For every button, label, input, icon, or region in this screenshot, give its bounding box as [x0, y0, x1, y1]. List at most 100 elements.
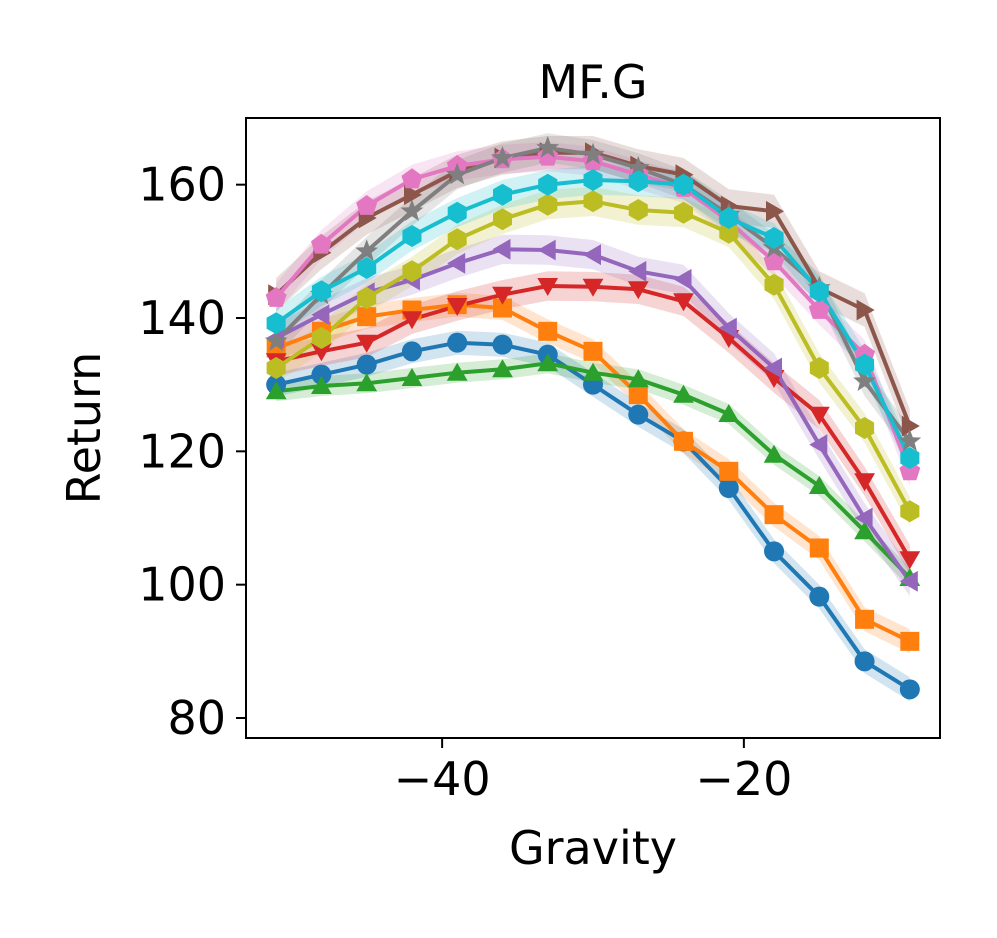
data-point-hexagon: [809, 357, 829, 379]
data-point-triangle-left: [537, 239, 556, 261]
x-axis-label: Gravity: [509, 821, 677, 875]
data-point-hexagon: [538, 173, 558, 196]
data-point-hexagon: [674, 201, 693, 224]
data-point-star: [581, 142, 605, 165]
data-point-triangle-up: [311, 376, 332, 394]
data-point-circle: [628, 404, 649, 425]
data-point-triangle-down: [537, 278, 559, 296]
data-point-pentagon: [808, 299, 830, 319]
data-point-square: [492, 298, 512, 318]
data-point-square: [357, 307, 377, 327]
data-point-circle: [311, 364, 332, 385]
data-point-triangle-left: [854, 507, 873, 529]
data-point-square: [764, 505, 784, 525]
data-point-star: [853, 369, 876, 391]
data-point-circle: [899, 679, 920, 700]
data-point-square: [900, 631, 920, 651]
data-point-hexagon: [538, 193, 558, 216]
data-point-square: [628, 385, 648, 405]
data-point-triangle-down: [627, 281, 649, 300]
data-point-pentagon: [356, 195, 378, 215]
data-point-triangle-left: [673, 268, 692, 290]
data-point-hexagon: [493, 183, 512, 206]
data-point-hexagon: [493, 208, 512, 231]
data-point-hexagon: [402, 225, 422, 247]
data-point-triangle-up: [763, 444, 785, 463]
y-axis-label: Return: [57, 352, 111, 505]
data-point-star: [264, 329, 288, 351]
data-point-triangle-down: [808, 406, 830, 425]
data-point-triangle-down: [582, 278, 604, 297]
data-point-triangle-left: [718, 317, 737, 339]
data-point-pentagon: [537, 145, 559, 166]
data-point-triangle-up: [627, 369, 649, 388]
data-point-hexagon: [764, 273, 784, 296]
data-point-triangle-down: [899, 551, 921, 570]
data-point-circle: [356, 354, 377, 375]
data-point-triangle-left: [583, 244, 601, 266]
data-point-triangle-left: [899, 570, 918, 592]
x-axis-ticks: −40 −20: [394, 738, 792, 806]
data-point-triangle-left: [764, 357, 782, 379]
data-point-hexagon: [628, 170, 648, 193]
data-point-hexagon: [900, 500, 920, 523]
data-point-triangle-left: [628, 260, 647, 282]
data-point-triangle-down: [356, 334, 378, 353]
data-point-hexagon: [583, 190, 603, 213]
data-point-star: [626, 156, 650, 178]
data-point-triangle-up: [446, 362, 468, 381]
data-point-hexagon: [447, 228, 467, 251]
data-point-square: [809, 538, 829, 558]
data-point-triangle-up: [808, 476, 830, 494]
data-point-hexagon: [266, 357, 286, 379]
y-tick-label: 100: [138, 558, 226, 612]
data-point-triangle-up: [582, 362, 604, 381]
y-axis-ticks: 80 100 120 140 160: [138, 158, 246, 745]
data-point-triangle-up: [718, 404, 740, 422]
data-point-hexagon: [311, 280, 331, 303]
data-point-triangle-left: [447, 252, 466, 274]
data-point-star: [445, 162, 469, 185]
data-point-triangle-up: [673, 384, 694, 403]
data-point-circle: [854, 651, 875, 672]
data-point-triangle-right: [766, 200, 784, 222]
data-point-star: [355, 239, 379, 261]
data-point-hexagon: [719, 221, 739, 244]
data-point-triangle-up: [537, 353, 559, 372]
series-9-band: [276, 186, 910, 526]
data-point-hexagon: [447, 201, 467, 224]
data-point-hexagon: [855, 353, 875, 376]
data-point-square: [674, 431, 694, 451]
data-point-triangle-up: [356, 373, 378, 392]
data-point-square: [538, 321, 558, 341]
series-2-band: [276, 292, 910, 654]
data-point-circle: [447, 332, 468, 353]
data-point-triangle-right: [856, 299, 875, 321]
data-point-pentagon: [401, 168, 423, 189]
series-3-band: [276, 353, 910, 588]
data-point-triangle-up: [492, 359, 513, 378]
data-point-star: [400, 199, 424, 221]
data-point-triangle-left: [492, 238, 511, 260]
data-point-triangle-down: [446, 298, 468, 316]
data-point-circle: [764, 541, 785, 562]
data-point-triangle-down: [854, 473, 875, 492]
chart-title: MF.G: [538, 55, 647, 109]
data-point-hexagon: [628, 199, 648, 221]
data-point-triangle-up: [265, 381, 287, 400]
series-markers: [264, 136, 922, 700]
data-point-hexagon: [719, 207, 739, 229]
data-point-hexagon: [809, 280, 829, 303]
data-point-pentagon: [265, 287, 287, 307]
data-point-hexagon: [855, 417, 875, 439]
data-point-triangle-right: [404, 184, 422, 206]
data-point-triangle-up: [401, 368, 423, 386]
data-point-triangle-down: [492, 286, 513, 305]
y-tick-label: 80: [167, 691, 226, 745]
data-point-triangle-down: [311, 343, 332, 362]
data-point-star: [898, 429, 922, 451]
data-point-hexagon: [311, 327, 331, 349]
data-point-pentagon: [311, 233, 332, 254]
data-point-square: [855, 609, 875, 629]
